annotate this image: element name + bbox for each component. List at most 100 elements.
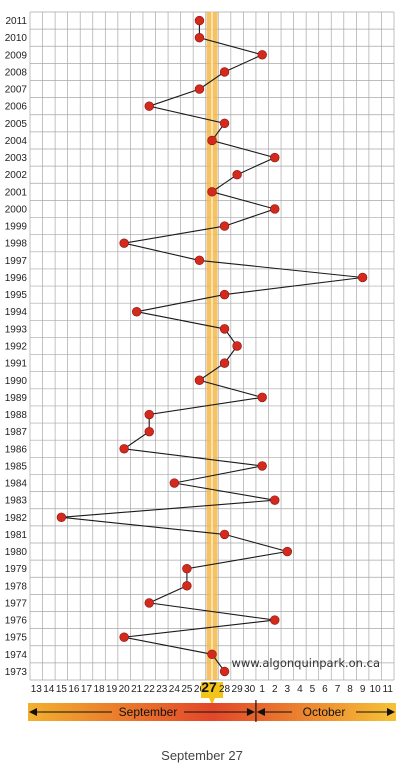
x-tick-label: 30	[244, 684, 256, 695]
y-axis-labels: 2011 2010 2009 2008 2007 2006 2005 2004 2003 2002…	[5, 16, 28, 678]
data-point-1973	[219, 666, 230, 677]
data-point-1993	[219, 324, 230, 334]
y-tick-label: 1986	[5, 444, 28, 455]
x-tick-label: 15	[56, 684, 68, 695]
x-tick-label: 7	[335, 684, 341, 695]
x-tick-label: 11	[383, 684, 394, 695]
month-label-september: September	[119, 705, 178, 719]
data-point-1982	[56, 512, 67, 522]
data-point-1995	[219, 289, 230, 300]
x-tick-label: 16	[68, 684, 80, 695]
arrow-head-left	[29, 708, 37, 716]
y-tick-label: 1983	[5, 496, 28, 507]
y-tick-label: 1987	[5, 427, 28, 438]
data-point-1978	[182, 581, 192, 591]
watermark: www.algonquinpark.on.ca	[232, 656, 381, 670]
data-point-2008	[219, 67, 230, 77]
grid	[29, 11, 395, 681]
y-tick-label: 2005	[5, 119, 28, 130]
x-tick-label: 19	[106, 684, 118, 695]
x-tick-label: 22	[144, 684, 156, 695]
data-point-1997	[194, 255, 205, 266]
month-banner	[28, 700, 396, 722]
x-tick-label: 23	[156, 684, 168, 695]
x-tick-label: 17	[81, 684, 93, 695]
y-tick-label: 1990	[5, 376, 28, 387]
y-tick-label: 1997	[5, 256, 28, 267]
y-tick-label: 2002	[5, 170, 28, 181]
y-tick-label: 1999	[5, 222, 28, 233]
data-point-1992	[232, 341, 242, 351]
y-tick-label: 1996	[5, 273, 28, 284]
x-tick-label: 18	[93, 684, 105, 695]
x-tick-label: 28	[219, 684, 231, 695]
y-tick-label: 1993	[5, 324, 28, 335]
data-point-1981	[219, 529, 230, 540]
x-tick-label: 3	[285, 684, 291, 695]
data-point-2009	[257, 50, 267, 60]
x-tick-label: 1	[259, 684, 265, 695]
x-tick-label: 2	[272, 684, 278, 695]
y-tick-label: 1975	[5, 633, 28, 644]
x-tick-label: 29	[232, 684, 244, 695]
data-point-2000	[270, 204, 280, 214]
data-point-1974	[207, 649, 217, 660]
arrow-head-sep-right	[246, 708, 255, 716]
data-point-1998	[119, 238, 129, 248]
y-tick-label: 1978	[5, 581, 28, 592]
data-point-2001	[207, 187, 217, 197]
arrow-head-right	[387, 708, 395, 716]
x-tick-label: 21	[131, 684, 143, 695]
data-point-1991	[219, 358, 230, 368]
x-tick-label: 5	[310, 684, 316, 695]
y-tick-label: 1998	[5, 239, 28, 250]
y-tick-label: 2011	[5, 16, 27, 27]
y-tick-label: 1991	[5, 359, 28, 370]
y-tick-label: 1988	[5, 410, 28, 421]
data-point-1985	[257, 461, 267, 471]
y-tick-label: 1992	[5, 342, 28, 353]
y-tick-label: 1979	[5, 564, 28, 575]
data-point-2006	[144, 101, 154, 111]
y-tick-label: 2006	[5, 102, 28, 113]
x-tick-label: 20	[119, 684, 131, 695]
y-tick-label: 2008	[5, 67, 28, 78]
data-point-1999	[219, 221, 230, 231]
x-tick-label: 10	[370, 684, 382, 695]
data-point-1983	[270, 495, 280, 505]
y-tick-label: 2009	[5, 50, 28, 61]
data-point-1986	[119, 444, 129, 454]
data-point-2002	[232, 170, 242, 180]
data-point-2011	[194, 15, 205, 26]
y-tick-label: 2007	[5, 85, 28, 96]
y-tick-label: 1977	[5, 598, 28, 609]
data-point-1988	[144, 409, 154, 420]
month-label-october: October	[303, 705, 346, 719]
x-tick-label: 14	[43, 684, 55, 695]
y-tick-label: 1981	[5, 530, 28, 541]
data-point-1989	[257, 392, 267, 403]
data-point-1976	[270, 615, 280, 625]
data-point-2007	[194, 84, 205, 94]
highlight-date-label: 27	[201, 679, 217, 695]
y-tick-label: 2010	[5, 33, 28, 44]
y-tick-label: 1976	[5, 616, 28, 627]
data-point-2005	[219, 118, 230, 129]
y-tick-label: 1984	[5, 479, 28, 490]
x-tick-label: 25	[181, 684, 193, 695]
data-point-2003	[270, 152, 280, 163]
y-tick-label: 1980	[5, 547, 28, 558]
y-tick-label: 1995	[5, 290, 28, 301]
highlight-date-marker	[201, 682, 223, 705]
x-tick-label: 8	[347, 684, 353, 695]
data-point-1990	[194, 375, 205, 385]
x-tick-label: 26	[194, 684, 206, 695]
x-tick-label: 9	[360, 684, 366, 695]
y-tick-label: 1985	[5, 461, 28, 472]
x-tick-label: 24	[169, 684, 181, 695]
data-point-1980	[282, 546, 293, 557]
data-point-1975	[119, 632, 129, 642]
data-point-1996	[357, 272, 368, 283]
x-tick-label: 4	[297, 684, 303, 695]
